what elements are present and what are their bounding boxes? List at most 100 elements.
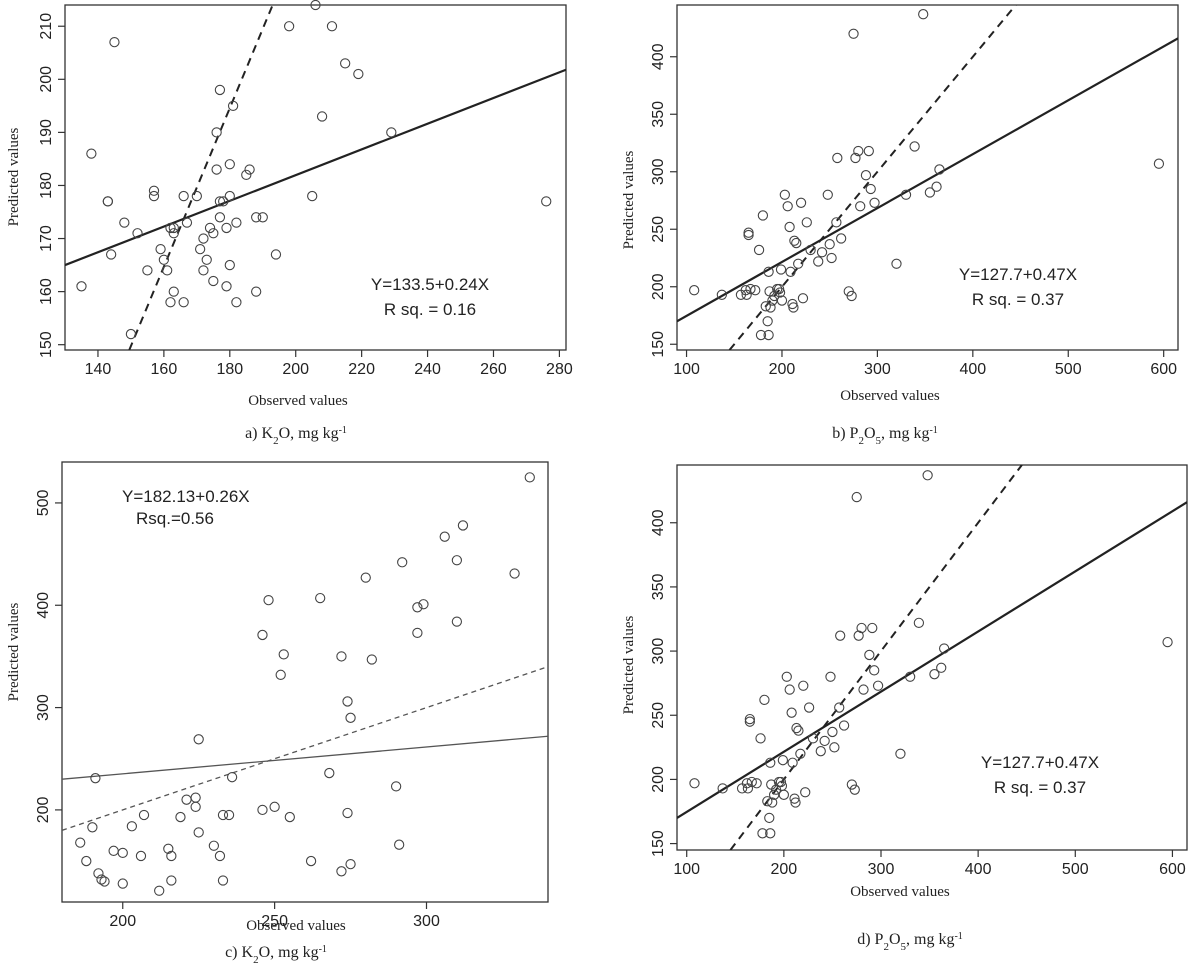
x-tick-label-c: 200 xyxy=(109,913,136,930)
data-point-c xyxy=(135,850,147,862)
data-point-d xyxy=(755,733,766,744)
data-point-d xyxy=(929,669,940,680)
data-point-c xyxy=(193,827,204,838)
y-tick-label-b: 400 xyxy=(650,43,667,70)
data-point-d xyxy=(759,694,770,705)
y-tick-label-d: 150 xyxy=(650,830,667,857)
data-point-b xyxy=(743,229,754,241)
data-point-c xyxy=(275,669,286,680)
data-point-a xyxy=(181,217,193,228)
data-point-a xyxy=(221,222,232,234)
data-point-b xyxy=(891,258,902,269)
y-tick-label-d: 350 xyxy=(650,573,667,600)
caption-c-sub: 2 xyxy=(253,954,259,966)
caption-c-pre: c) K xyxy=(225,944,253,961)
data-point-b xyxy=(826,252,837,264)
y-tick-label-b: 150 xyxy=(650,331,667,358)
data-point-c xyxy=(524,472,535,483)
data-point-b xyxy=(769,290,780,302)
data-point-b xyxy=(791,237,802,249)
data-point-c xyxy=(226,772,238,783)
data-point-a xyxy=(109,37,120,48)
x-tick-label-b: 200 xyxy=(769,361,796,378)
data-point-a xyxy=(244,164,255,175)
data-point-b xyxy=(869,197,880,208)
data-point-a xyxy=(218,196,229,207)
data-point-c xyxy=(190,792,201,803)
data-point-d xyxy=(775,776,787,788)
data-point-b xyxy=(763,266,774,277)
data-point-d xyxy=(1162,636,1173,648)
data-point-c xyxy=(366,654,377,665)
line-group-d xyxy=(677,465,1187,850)
data-point-b xyxy=(793,258,804,269)
caption-a-mid: O, mg kg xyxy=(279,425,339,442)
data-point-c xyxy=(166,850,177,862)
y-axis-label-d: Predicted values xyxy=(621,615,637,714)
data-point-b xyxy=(716,289,728,300)
data-point-d xyxy=(795,748,806,759)
data-point-b xyxy=(795,197,807,208)
data-point-a xyxy=(76,281,87,292)
equation-b-line-2: R sq. = 0.37 xyxy=(972,290,1064,309)
x-tick-label-a: 140 xyxy=(85,361,112,378)
data-point-d xyxy=(803,702,815,713)
data-point-d xyxy=(717,783,728,794)
data-point-a xyxy=(211,127,222,138)
y-tick-label-c: 200 xyxy=(35,796,52,823)
data-point-b xyxy=(776,295,788,306)
caption-c-mid: O, mg kg xyxy=(259,944,319,961)
x-axis-label-c: Observed values xyxy=(246,918,346,934)
y-tick-label-a: 200 xyxy=(38,66,55,93)
caption-d: d) P2O5, mg kg-1 xyxy=(857,931,963,954)
data-point-a xyxy=(168,222,179,234)
data-point-c xyxy=(263,594,274,606)
data-point-c xyxy=(342,807,353,819)
data-point-d xyxy=(807,733,819,744)
data-point-b xyxy=(788,302,799,313)
data-point-a xyxy=(270,249,282,260)
data-point-c xyxy=(257,629,268,641)
equation-d-line-1: Y=127.7+0.47X xyxy=(981,753,1099,772)
data-point-c xyxy=(412,602,423,613)
data-point-c xyxy=(217,875,229,886)
x-tick-label-a: 240 xyxy=(414,361,441,378)
caption-d-post: , mg kg xyxy=(906,931,954,948)
x-tick-label-c: 300 xyxy=(413,913,440,930)
data-point-a xyxy=(251,212,262,223)
data-point-d xyxy=(849,784,860,795)
data-point-a xyxy=(178,190,189,202)
data-point-c xyxy=(284,811,295,823)
y-tick-label-a: 160 xyxy=(38,278,55,305)
data-point-d xyxy=(913,617,925,628)
data-point-c xyxy=(90,773,101,784)
data-point-a xyxy=(125,328,137,340)
data-point-d xyxy=(765,757,776,768)
caption-d-mid: O xyxy=(889,931,901,948)
data-point-a xyxy=(158,254,170,265)
data-point-b xyxy=(801,217,812,228)
caption-c: c) K2O, mg kg-1 xyxy=(225,944,327,966)
data-point-d xyxy=(867,622,878,634)
data-point-b xyxy=(789,235,800,246)
line-group-c xyxy=(62,666,548,831)
data-point-d xyxy=(815,746,826,757)
panel-c: 200 250 300 200 300 400 500 Y=182.13+0.26X Rsq.=… xyxy=(6,461,549,966)
caption-b: b) P2O5, mg kg-1 xyxy=(832,425,938,448)
data-point-d xyxy=(869,665,880,676)
x-tick-label-a: 180 xyxy=(216,361,243,378)
reference-line-c xyxy=(62,666,548,831)
data-point-d xyxy=(856,622,867,634)
data-point-c xyxy=(117,878,128,889)
data-point-b xyxy=(784,221,795,233)
data-point-a xyxy=(204,222,216,234)
data-point-c xyxy=(81,855,92,867)
y-tick-label-d: 300 xyxy=(650,638,667,665)
data-point-c xyxy=(223,809,235,821)
data-point-a xyxy=(178,297,189,308)
data-point-b xyxy=(763,329,774,341)
data-point-c xyxy=(208,840,220,851)
regression-line-b xyxy=(677,37,1178,323)
data-point-b xyxy=(755,329,767,341)
data-point-b xyxy=(750,285,761,296)
